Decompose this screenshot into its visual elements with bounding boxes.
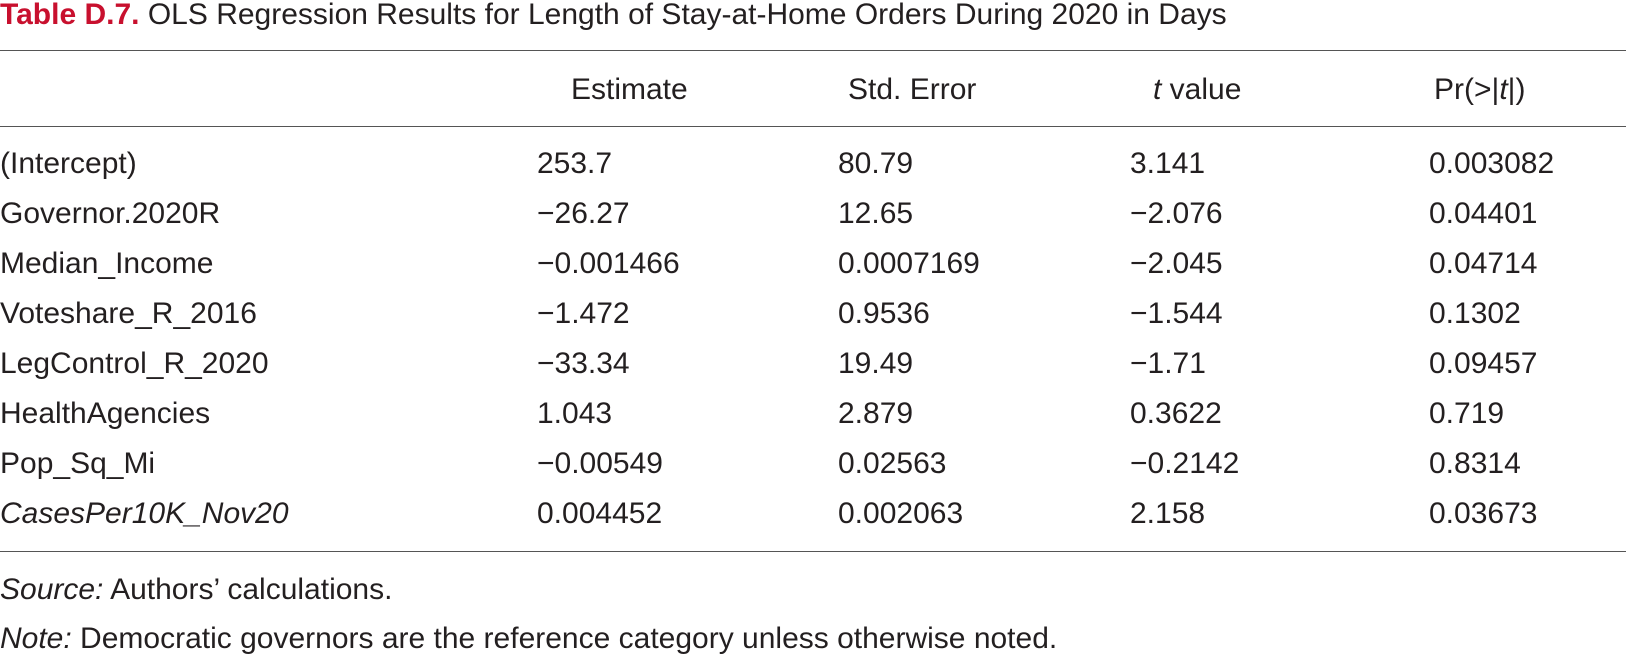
column-header: t value xyxy=(1153,72,1241,108)
cell-value: 3.141 xyxy=(1130,147,1206,180)
cell-value: 0.719 xyxy=(1429,397,1505,430)
cell-value: 0.003082 xyxy=(1429,147,1555,180)
column-header: Estimate xyxy=(571,72,688,108)
cell-value: −0.00549 xyxy=(537,447,663,480)
cell-value: 2.879 xyxy=(838,397,914,430)
header-rule xyxy=(0,126,1626,127)
note-line: Note: Democratic governors are the refer… xyxy=(0,621,1057,657)
cell-value: 0.002063 xyxy=(838,497,964,530)
column-header: Pr(>|t|) xyxy=(1434,72,1525,108)
note-text: Democratic governors are the reference c… xyxy=(71,622,1058,655)
note-label: Note: xyxy=(0,622,72,655)
row-label: Governor.2020R xyxy=(0,197,221,230)
row-label: LegControl_R_2020 xyxy=(0,347,269,380)
header-text: Std. Error xyxy=(848,73,977,106)
cell-value: 2.158 xyxy=(1130,497,1206,530)
bottom-rule xyxy=(0,551,1626,552)
cell-value: 0.03673 xyxy=(1429,497,1538,530)
cell-value: 0.02563 xyxy=(838,447,947,480)
top-rule xyxy=(0,50,1626,51)
cell-value: −2.045 xyxy=(1130,247,1223,280)
source-label: Source: xyxy=(0,573,104,606)
title-text: OLS Regression Results for Length of Sta… xyxy=(147,0,1227,31)
cell-value: −2.076 xyxy=(1130,197,1223,230)
row-label: Voteshare_R_2016 xyxy=(0,297,257,330)
cell-value: 0.0007169 xyxy=(838,247,980,280)
header-text: value xyxy=(1161,73,1242,106)
header-text: |) xyxy=(1507,73,1526,106)
cell-value: −0.2142 xyxy=(1130,447,1240,480)
source-line: Source: Authors’ calculations. xyxy=(0,572,392,608)
cell-value: 0.04714 xyxy=(1429,247,1538,280)
cell-value: 0.04401 xyxy=(1429,197,1538,230)
cell-value: −33.34 xyxy=(537,347,630,380)
cell-value: 253.7 xyxy=(537,147,613,180)
row-label: CasesPer10K_Nov20 xyxy=(0,497,289,530)
cell-value: −1.472 xyxy=(537,297,630,330)
cell-value: 1.043 xyxy=(537,397,613,430)
cell-value: 0.1302 xyxy=(1429,297,1521,330)
cell-value: −26.27 xyxy=(537,197,630,230)
table-label: Table D.7. xyxy=(0,0,140,31)
row-label: (Intercept) xyxy=(0,147,137,180)
header-text: Pr(>| xyxy=(1434,73,1500,106)
source-text: Authors’ calculations. xyxy=(103,573,393,606)
table-title: Table D.7. OLS Regression Results for Le… xyxy=(0,0,1227,33)
cell-value: 0.9536 xyxy=(838,297,930,330)
cell-value: 0.3622 xyxy=(1130,397,1222,430)
header-text: t xyxy=(1153,73,1162,106)
cell-value: 80.79 xyxy=(838,147,914,180)
column-header: Std. Error xyxy=(848,72,976,108)
cell-value: −0.001466 xyxy=(537,247,680,280)
row-label: Median_Income xyxy=(0,247,214,280)
cell-value: 12.65 xyxy=(838,197,914,230)
cell-value: 19.49 xyxy=(838,347,914,380)
row-label: Pop_Sq_Mi xyxy=(0,447,156,480)
row-label: HealthAgencies xyxy=(0,397,211,430)
header-text: Estimate xyxy=(571,73,688,106)
cell-value: −1.71 xyxy=(1130,347,1206,380)
cell-value: 0.004452 xyxy=(537,497,663,530)
cell-value: 0.09457 xyxy=(1429,347,1538,380)
header-text: t xyxy=(1499,73,1508,106)
cell-value: 0.8314 xyxy=(1429,447,1521,480)
cell-value: −1.544 xyxy=(1130,297,1223,330)
